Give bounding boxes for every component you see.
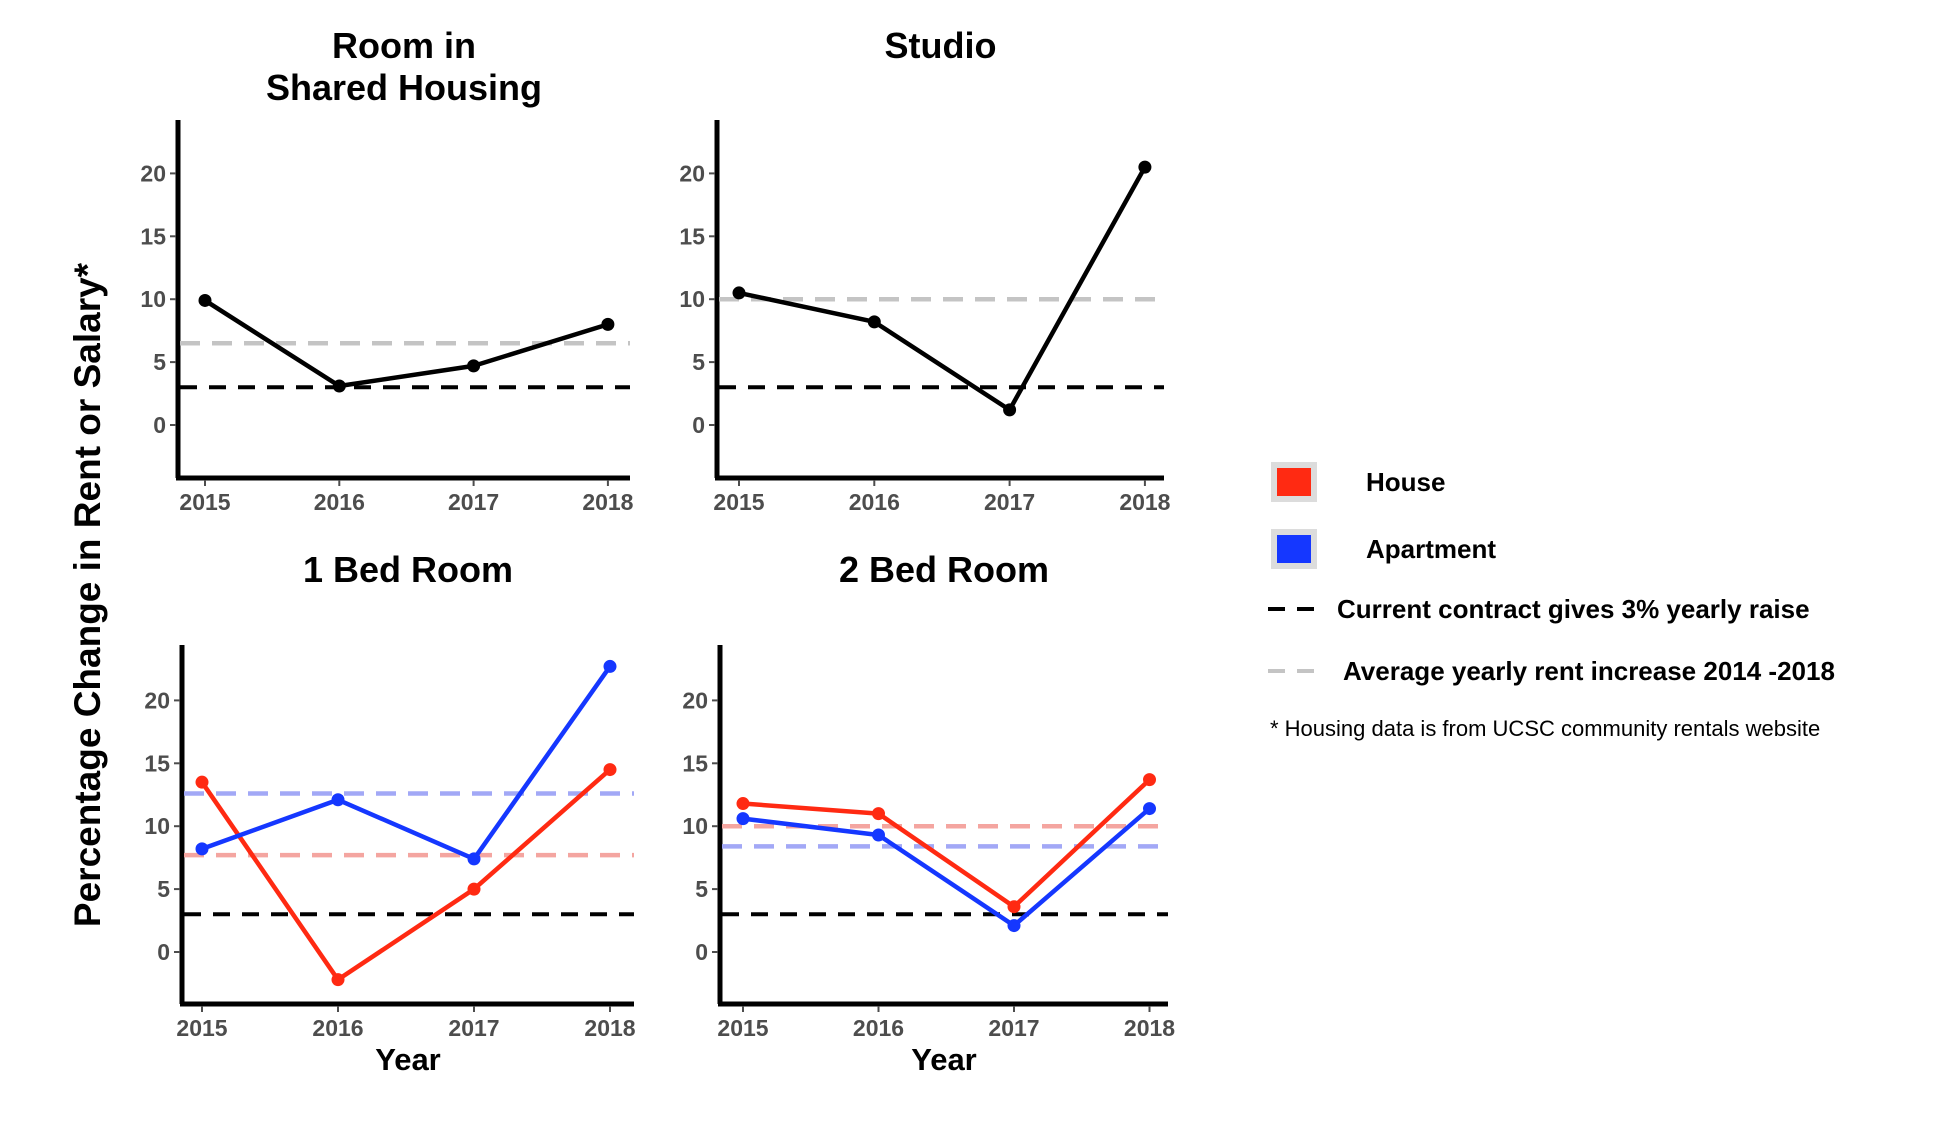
- data-point-apartment: [331, 793, 345, 807]
- y-tick-label: 10: [679, 286, 705, 312]
- y-tick-label: 20: [679, 160, 705, 186]
- data-point-house: [195, 775, 209, 789]
- x-tick-label: 2016: [312, 1015, 363, 1041]
- x-tick-label: 2015: [717, 1015, 768, 1041]
- panel-title: Shared Housing: [266, 67, 542, 108]
- x-tick-label: 2016: [853, 1015, 904, 1041]
- panel-title: 1 Bed Room: [303, 549, 513, 590]
- data-point-apartment: [467, 852, 481, 866]
- series-line-house: [200, 767, 612, 982]
- y-axis-title: Percentage Change in Rent or Salary*: [67, 262, 108, 927]
- series-line-apartment: [201, 665, 612, 862]
- data-point-single: [867, 315, 881, 329]
- data-point-single: [467, 359, 481, 373]
- data-point-single: [198, 293, 212, 307]
- y-tick-label: 10: [140, 286, 166, 312]
- y-tick-label: 15: [679, 223, 705, 249]
- data-point-house: [331, 973, 345, 987]
- data-point-apartment: [1143, 802, 1156, 816]
- legend-note: * Housing data is from UCSC community re…: [1270, 716, 1820, 741]
- legend-label: House: [1366, 467, 1445, 497]
- y-tick-label: 5: [695, 876, 708, 902]
- y-tick-label: 10: [144, 813, 170, 839]
- x-tick-label: 2017: [448, 489, 499, 515]
- panel-3: 1 Bed Room 0 5 10 15 20 2015 2016 2017 2018 Year: [144, 549, 635, 1077]
- data-point-house: [603, 763, 617, 777]
- data-point-apartment: [736, 812, 750, 826]
- x-tick-label: 2016: [849, 489, 900, 515]
- data-point-house: [872, 807, 885, 821]
- y-tick-label: 0: [157, 939, 170, 965]
- data-point-apartment: [195, 842, 209, 856]
- data-point-single: [601, 317, 615, 331]
- series-line-house: [742, 778, 1152, 909]
- x-tick-label: 2016: [314, 489, 365, 515]
- panel-4: 2 Bed Room 0 5 10 15 20 2015 2016 2017 2018 Year: [682, 549, 1175, 1077]
- x-tick-label: 2018: [1119, 489, 1170, 515]
- y-tick-label: 15: [682, 750, 708, 776]
- data-point-house: [736, 797, 750, 811]
- x-axis-title: Year: [911, 1042, 977, 1077]
- x-tick-label: 2015: [713, 489, 764, 515]
- series-line-single: [203, 298, 609, 389]
- x-tick-label: 2018: [584, 1015, 635, 1041]
- x-tick-label: 2017: [984, 489, 1035, 515]
- data-point-apartment: [1007, 919, 1021, 933]
- y-tick-label: 0: [695, 939, 708, 965]
- y-tick-label: 10: [682, 813, 708, 839]
- data-point-apartment: [872, 828, 885, 842]
- series-line-single: [738, 166, 1147, 413]
- data-point-apartment: [603, 659, 617, 673]
- x-tick-label: 2017: [448, 1015, 499, 1041]
- legend-label: Current contract gives 3% yearly raise: [1337, 594, 1810, 624]
- panel-title: Studio: [885, 25, 997, 66]
- x-tick-label: 2018: [1124, 1015, 1175, 1041]
- legend-swatch: [1277, 468, 1311, 496]
- data-point-single: [1003, 403, 1017, 417]
- x-tick-label: 2017: [988, 1015, 1039, 1041]
- y-tick-label: 20: [682, 687, 708, 713]
- data-point-house: [467, 882, 481, 896]
- y-tick-label: 5: [157, 876, 170, 902]
- y-tick-label: 15: [140, 223, 166, 249]
- panel-title: Room in: [332, 25, 476, 66]
- y-tick-label: 5: [692, 349, 705, 375]
- data-point-single: [332, 379, 346, 393]
- x-tick-label: 2015: [176, 1015, 227, 1041]
- y-tick-label: 0: [153, 412, 166, 438]
- panel-title: 2 Bed Room: [839, 549, 1049, 590]
- data-point-single: [1138, 160, 1152, 174]
- data-point-single: [732, 286, 746, 300]
- x-tick-label: 2018: [582, 489, 633, 515]
- legend: House Apartment Current contract gives 3% …: [1268, 462, 1835, 741]
- data-point-house: [1143, 773, 1156, 787]
- y-tick-label: 0: [692, 412, 705, 438]
- data-point-house: [1007, 900, 1021, 914]
- panel-2: Studio 0 5 10 15 20 2015 2016 2017 2018: [679, 25, 1170, 515]
- legend-swatch: [1277, 535, 1311, 563]
- y-tick-label: 20: [144, 687, 170, 713]
- y-tick-label: 5: [153, 349, 166, 375]
- x-tick-label: 2015: [179, 489, 230, 515]
- legend-label: Apartment: [1366, 534, 1496, 564]
- legend-label: Average yearly rent increase 2014 -2018: [1343, 656, 1835, 686]
- x-axis-title: Year: [375, 1042, 441, 1077]
- y-tick-label: 20: [140, 160, 166, 186]
- series-line-apartment: [742, 806, 1151, 928]
- y-tick-label: 15: [144, 750, 170, 776]
